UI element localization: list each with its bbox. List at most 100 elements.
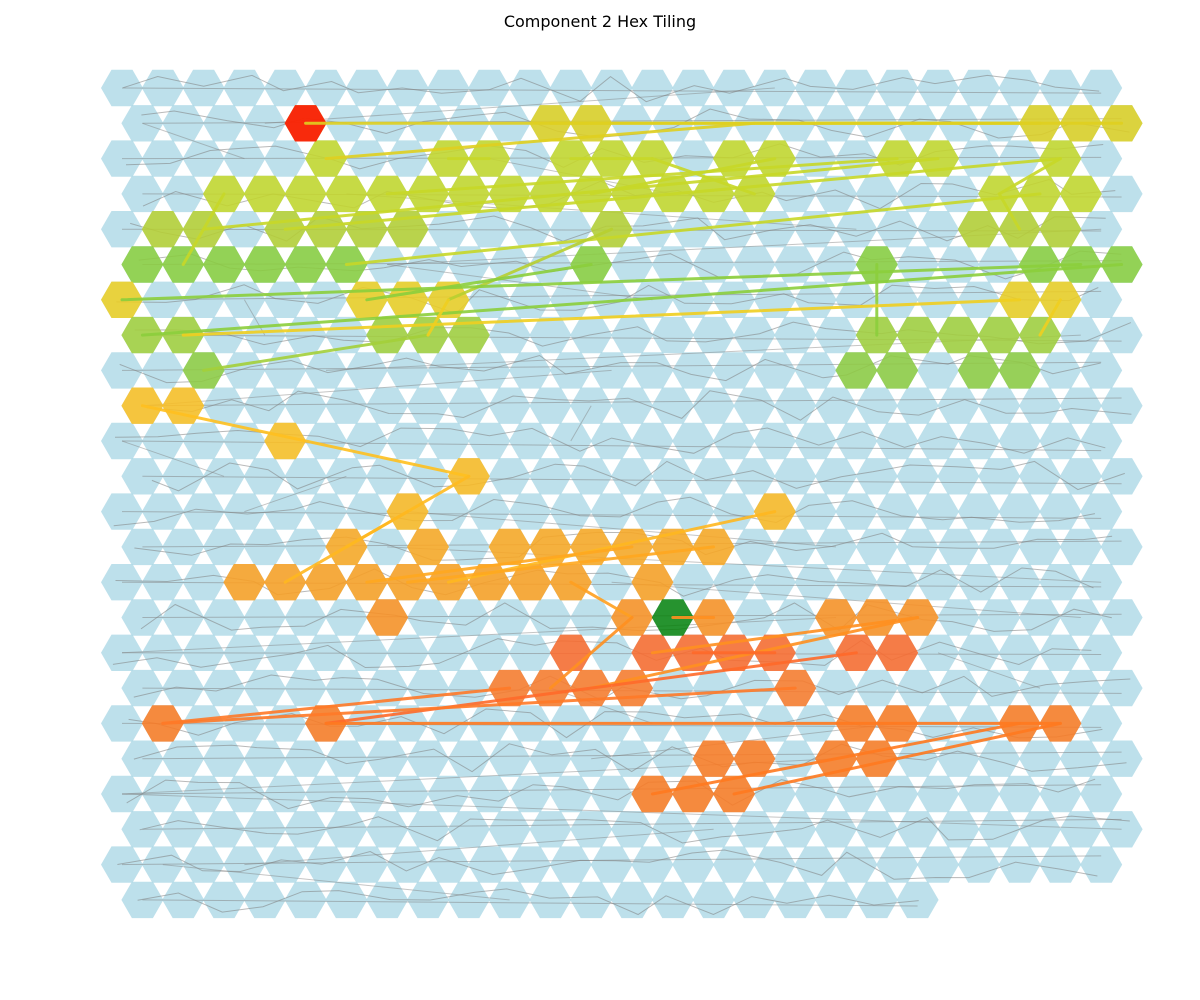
background-hex	[264, 69, 307, 107]
background-hex	[1059, 528, 1102, 566]
background-hex	[815, 316, 857, 354]
background-hex	[1100, 811, 1143, 848]
background-hex	[774, 316, 817, 354]
background-hex	[815, 811, 857, 848]
background-hex	[447, 528, 490, 566]
path-link-line	[161, 686, 797, 725]
background-hex	[753, 775, 796, 813]
background-hex	[590, 69, 633, 107]
background-path-line	[121, 784, 1102, 795]
background-hex	[468, 846, 511, 883]
background-path-line	[121, 793, 1122, 830]
background-hex	[468, 211, 511, 248]
background-hex	[815, 387, 857, 424]
background-hex	[1019, 740, 1061, 777]
background-hex	[957, 634, 1000, 671]
background-hex	[509, 775, 551, 813]
background-hex	[101, 493, 143, 530]
background-hex	[284, 811, 327, 848]
background-hex	[590, 352, 633, 389]
background-hex	[1039, 775, 1082, 813]
path-link-line	[1038, 298, 1062, 337]
background-path-line	[142, 751, 1122, 760]
path-link-line	[161, 686, 512, 725]
path-hex	[651, 528, 694, 566]
background-hex	[386, 846, 429, 883]
background-hex	[590, 422, 633, 460]
background-hex	[1100, 599, 1143, 636]
background-hex	[774, 387, 817, 424]
background-hex	[692, 387, 735, 424]
background-hex	[917, 775, 959, 813]
background-hex	[366, 528, 409, 566]
background-hex	[978, 599, 1021, 636]
background-hex	[1100, 458, 1143, 495]
background-hex	[774, 599, 817, 636]
background-hex	[203, 740, 245, 777]
background-hex	[509, 211, 551, 248]
background-hex	[733, 599, 776, 636]
background-hex	[590, 846, 633, 883]
background-hex	[325, 669, 368, 707]
background-hex	[1100, 387, 1143, 424]
background-hex	[529, 458, 572, 495]
background-hex	[549, 493, 592, 530]
background-hex	[509, 493, 551, 530]
background-hex	[1059, 387, 1102, 424]
background-hex	[488, 881, 531, 919]
background-hex	[427, 352, 470, 389]
background-hex	[896, 458, 939, 495]
background-path-line	[570, 405, 592, 442]
path-hex	[937, 316, 980, 354]
background-hex	[284, 458, 327, 495]
background-hex	[876, 281, 919, 318]
background-hex	[794, 846, 837, 883]
background-path-line	[121, 87, 1102, 94]
path-hex	[366, 599, 409, 636]
background-hex	[1080, 634, 1123, 671]
background-hex	[590, 775, 633, 813]
background-hex	[529, 599, 572, 636]
background-hex	[488, 246, 531, 283]
path-link-line	[365, 263, 593, 302]
background-hex	[855, 175, 898, 213]
background-hex	[1080, 281, 1123, 318]
background-hex	[570, 387, 613, 424]
background-hex	[407, 599, 449, 636]
background-hex	[325, 387, 368, 424]
background-hex	[407, 740, 449, 777]
background-hex	[815, 669, 857, 707]
background-hex	[447, 387, 490, 424]
background-hex	[182, 493, 225, 530]
path-link-line	[548, 616, 634, 690]
background-hex	[917, 634, 959, 671]
background-path-line	[113, 496, 1095, 527]
background-hex	[794, 564, 837, 601]
path-link-line	[650, 616, 920, 655]
background-hex	[835, 775, 878, 813]
background-hex	[631, 422, 674, 460]
background-hex	[509, 281, 551, 318]
background-hex	[243, 811, 286, 848]
background-hex	[549, 69, 592, 107]
background-hex	[896, 811, 939, 848]
path-link-line	[732, 721, 1062, 796]
background-hex	[937, 458, 980, 495]
background-hex	[1039, 846, 1082, 883]
background-hex	[284, 740, 327, 777]
background-path-line	[121, 855, 1102, 866]
path-hex	[488, 528, 531, 566]
background-hex	[896, 881, 939, 919]
background-hex	[345, 69, 388, 107]
path-hex	[203, 246, 245, 283]
background-hex	[305, 493, 347, 530]
background-hex	[692, 316, 735, 354]
background-hex	[876, 564, 919, 601]
background-hex	[1080, 564, 1123, 601]
background-hex	[570, 599, 613, 636]
background-hex	[264, 493, 307, 530]
background-hex	[427, 775, 470, 813]
background-hex	[509, 846, 551, 883]
background-hex	[835, 281, 878, 318]
background-hex	[549, 211, 592, 248]
